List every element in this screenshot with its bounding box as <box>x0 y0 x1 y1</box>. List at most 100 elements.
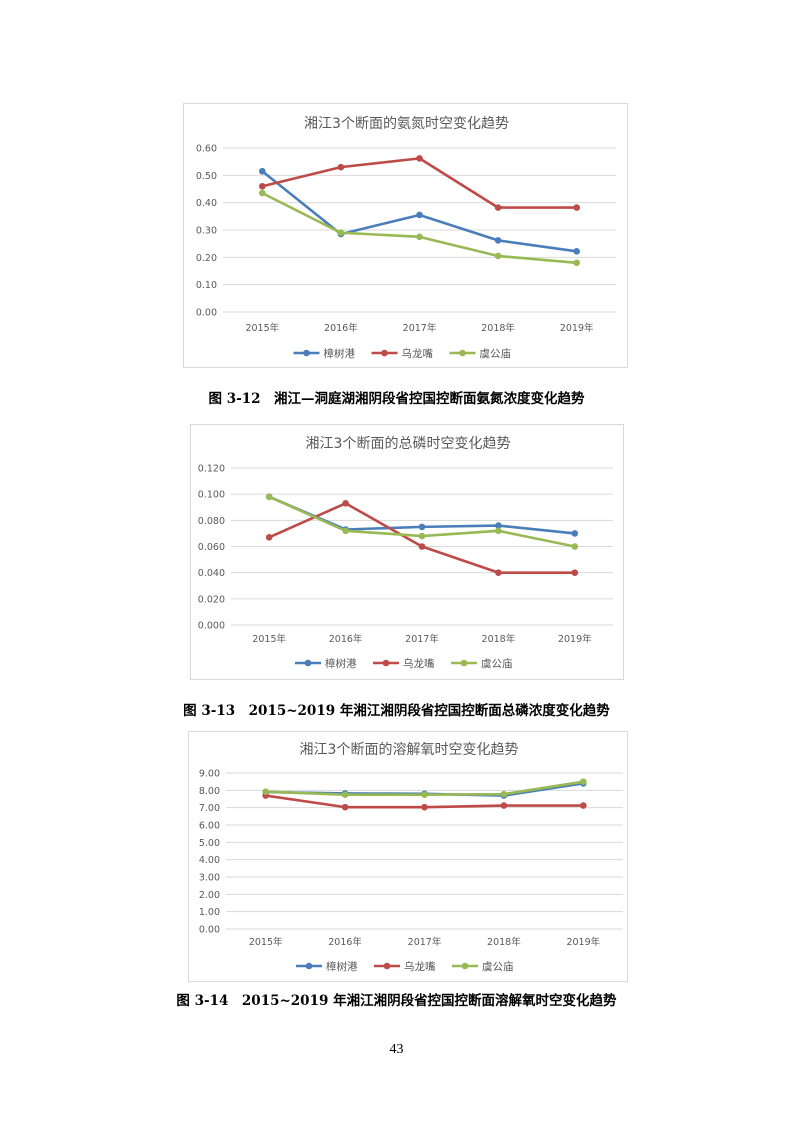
data-point <box>418 523 426 531</box>
data-point <box>571 543 579 550</box>
chart-title: 湘江3个断面的氨氮时空变化趋势 <box>304 116 509 132</box>
legend-marker <box>305 962 313 970</box>
y-tick-label: 6.00 <box>199 821 220 832</box>
y-tick-label: 0.080 <box>198 516 225 527</box>
data-point <box>418 543 426 550</box>
data-point <box>571 530 579 537</box>
x-tick-label: 2018年 <box>481 322 515 334</box>
y-tick-label: 5.00 <box>199 838 220 849</box>
data-point <box>494 204 502 211</box>
x-tick-label: 2016年 <box>329 633 363 645</box>
legend-marker <box>461 962 469 970</box>
data-point <box>341 791 349 798</box>
legend-label: 虞公庙 <box>482 960 514 973</box>
y-tick-label: 0.40 <box>196 198 217 209</box>
y-tick-label: 9.00 <box>199 769 220 780</box>
x-tick-label: 2015年 <box>252 633 286 645</box>
ammonia-nitrogen-chart: 湘江3个断面的氨氮时空变化趋势 0.00 0.10 0.20 0.30 0.40 0.50 0… <box>183 103 628 368</box>
data-point <box>337 163 345 171</box>
data-point <box>418 532 426 540</box>
legend-label: 樟树港 <box>325 657 357 670</box>
y-tick-label: 0.00 <box>199 925 220 936</box>
legend-label: 樟树港 <box>326 960 358 973</box>
data-point <box>416 233 423 241</box>
data-point <box>571 569 579 576</box>
data-point <box>495 522 502 529</box>
data-point <box>342 500 349 507</box>
y-tick-label: 0.00 <box>196 308 217 319</box>
data-point <box>416 155 423 162</box>
legend-marker <box>304 659 312 667</box>
legend-marker <box>303 349 310 357</box>
dissolved-oxygen-chart: 湘江3个断面的溶解氧时空变化趋势 0.00 1.00 2.00 3.00 4.00 5.00… <box>188 731 628 982</box>
y-tick-label: 0.10 <box>196 280 217 291</box>
data-point <box>265 534 273 541</box>
data-point <box>500 802 508 809</box>
y-tick-label: 1.00 <box>199 907 220 918</box>
legend-marker <box>381 349 388 357</box>
data-point <box>573 248 580 255</box>
x-tick-label: 2019年 <box>566 936 600 948</box>
y-tick-label: 0.30 <box>196 226 217 237</box>
figure-caption-3-13: 图 3-13 2015~2019 年湘江湘阴段省控国控断面总磷浓度变化趋势 <box>183 703 610 719</box>
y-tick-label: 0.040 <box>198 568 225 579</box>
y-tick-label: 2.00 <box>199 890 220 901</box>
y-tick-label: 7.00 <box>199 803 220 814</box>
data-point <box>421 803 428 811</box>
legend-marker <box>459 349 466 357</box>
page-number: 43 <box>389 1042 404 1057</box>
x-tick-label: 2015年 <box>245 322 279 334</box>
legend-label: 虞公庙 <box>480 347 512 360</box>
data-point <box>341 803 349 811</box>
series-line-乌龙嘴 <box>261 157 577 209</box>
x-tick-label: 2016年 <box>328 936 362 948</box>
legend-label: 乌龙嘴 <box>402 347 434 360</box>
figure-caption-3-12: 图 3-12 湘江—洞庭湖湘阴段省控国控断面氨氮浓度变化趋势 <box>208 391 585 407</box>
data-point <box>573 259 580 267</box>
chart-title: 湘江3个断面的总磷时空变化趋势 <box>306 436 511 452</box>
data-point <box>342 527 349 535</box>
x-tick-label: 2017年 <box>405 633 439 645</box>
data-point <box>259 167 266 175</box>
legend-label: 乌龙嘴 <box>403 657 435 670</box>
chart-title: 湘江3个断面的溶解氧时空变化趋势 <box>300 742 519 758</box>
y-tick-label: 4.00 <box>199 855 220 866</box>
data-point <box>580 802 587 809</box>
x-tick-label: 2017年 <box>403 322 437 334</box>
legend-label: 乌龙嘴 <box>404 960 436 973</box>
x-tick-label: 2018年 <box>482 633 516 645</box>
figure-caption-3-14: 图 3-14 2015~2019 年湘江湘阴段省控国控断面溶解氧时空变化趋势 <box>176 993 617 1009</box>
legend-marker <box>382 659 390 667</box>
x-tick-label: 2017年 <box>408 936 442 948</box>
y-tick-label: 0.50 <box>196 171 217 182</box>
chart-svg: 湘江3个断面的总磷时空变化趋势 0.000 0.020 0.040 0.060 0.080… <box>198 436 613 670</box>
chart-svg: 湘江3个断面的氨氮时空变化趋势 0.00 0.10 0.20 0.30 0.40 0.50 0… <box>196 116 616 360</box>
data-point <box>573 204 580 211</box>
y-tick-label: 0.020 <box>198 594 225 605</box>
y-tick-label: 0.120 <box>198 464 225 475</box>
data-point <box>580 778 587 785</box>
y-tick-label: 0.060 <box>198 542 225 553</box>
legend-marker <box>460 659 468 667</box>
data-point <box>494 237 502 244</box>
legend-label: 樟树港 <box>324 347 356 360</box>
y-tick-label: 8.00 <box>199 786 220 797</box>
data-point <box>495 527 502 535</box>
data-point <box>421 791 428 798</box>
y-tick-label: 0.20 <box>196 253 217 264</box>
legend-label: 虞公庙 <box>481 657 513 670</box>
x-tick-label: 2016年 <box>324 322 358 334</box>
y-tick-label: 0.100 <box>198 490 225 501</box>
legend-marker <box>383 962 391 970</box>
data-point <box>259 189 266 197</box>
x-tick-label: 2019年 <box>558 633 592 645</box>
data-point <box>265 493 273 501</box>
data-point <box>500 790 508 798</box>
x-tick-label: 2018年 <box>487 936 521 948</box>
x-tick-label: 2019年 <box>560 322 594 334</box>
total-phosphorus-chart: 湘江3个断面的总磷时空变化趋势 0.000 0.020 0.040 0.060 0.080… <box>190 424 624 680</box>
data-point <box>262 788 269 796</box>
chart-svg: 湘江3个断面的溶解氧时空变化趋势 0.00 1.00 2.00 3.00 4.00 5.00… <box>199 742 623 973</box>
y-tick-label: 3.00 <box>199 873 220 884</box>
series-line-虞公庙 <box>261 191 577 265</box>
